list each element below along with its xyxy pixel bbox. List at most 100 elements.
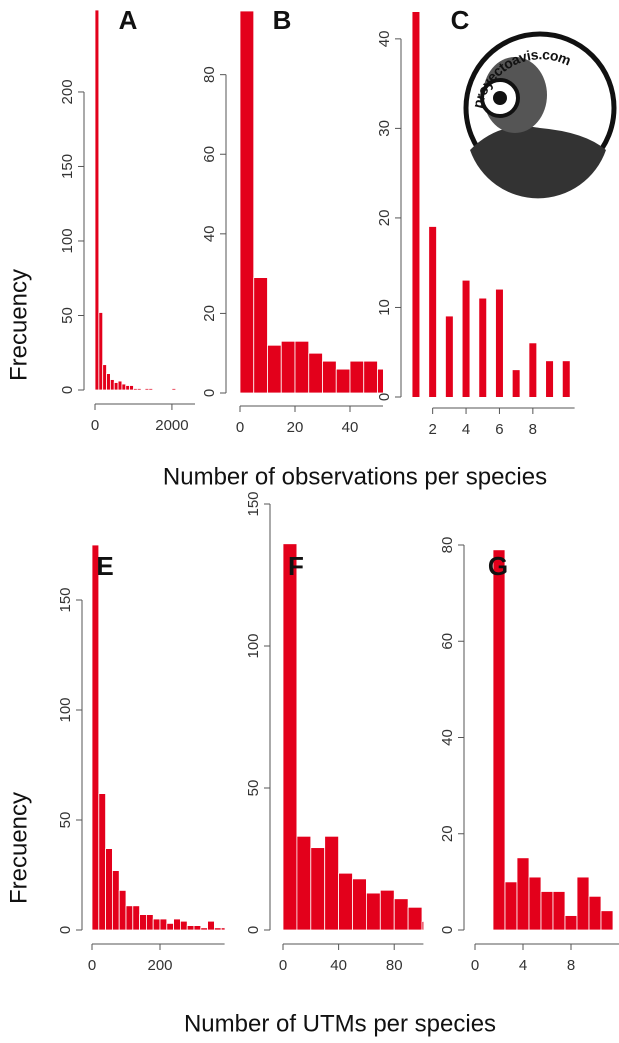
bar [324,835,340,930]
bars [92,544,225,930]
bar [366,892,381,930]
bars [240,10,383,393]
x-axis-title: Number of UTMs per species [184,1010,496,1037]
x-axis-title: Number of observations per species [163,463,547,490]
bar [125,385,131,390]
y-tick-label: 20 [376,210,393,227]
panel-label: E [96,551,113,581]
bar [564,915,578,930]
bar [528,876,542,930]
panel-label: B [273,5,292,35]
bar [118,890,127,930]
y-tick-label: 150 [59,154,76,179]
bar [173,918,181,930]
panel: 0 50 100 150 0 40 80 F [245,491,424,974]
bars [283,543,424,930]
x-tick-label: 6 [495,421,503,438]
bar [117,380,123,390]
y-tick-label: 150 [245,491,262,516]
y-tick-label: 100 [59,228,76,253]
bar [145,914,154,930]
bar [479,298,487,397]
logo-figure [493,91,507,105]
bar [393,898,409,930]
bar [240,10,255,393]
bar [377,368,383,393]
bar [546,361,554,397]
bar [129,385,134,390]
bar [310,847,326,930]
bar [516,857,530,930]
x-tick-label: 2000 [155,417,188,434]
x-tick-label: 8 [529,421,537,438]
x-tick-label: 200 [147,957,172,974]
y-tick-label: 80 [201,66,218,83]
bar [121,383,127,390]
x-tick-label: 80 [386,957,403,974]
y-tick-label: 60 [439,633,456,650]
x-tick-label: 2 [428,421,436,438]
y-tick-label: 200 [59,79,76,104]
bar [132,905,141,930]
bar [504,881,518,930]
bar [112,870,120,930]
bar [95,9,100,390]
bar [106,373,111,390]
x-tick-label: 0 [236,419,244,436]
bar [322,360,337,393]
y-tick-label: 100 [245,633,262,658]
y-tick-label: 40 [201,225,218,242]
bar [98,793,107,930]
bar [407,906,423,930]
y-tick-label: 0 [57,926,74,934]
bar [379,889,395,930]
bar [308,352,323,393]
bar [200,927,209,930]
x-tick-label: 0 [279,957,287,974]
bars [412,12,570,397]
y-tick-label: 150 [57,587,74,612]
bar [529,343,537,397]
y-tick-label: 40 [439,729,456,746]
bar [98,312,104,390]
bar [92,544,100,930]
bar [363,360,378,393]
bar [102,364,107,390]
bar [253,277,268,393]
y-tick-label: 10 [376,299,393,316]
bar [335,368,351,393]
y-axis-title: Frecuency [5,792,32,904]
bar [267,344,282,393]
y-tick-label: 20 [201,305,218,322]
bar [136,388,142,390]
bar [349,360,365,393]
bar [294,340,310,393]
bar [462,280,470,397]
bar [193,925,202,930]
bar [296,835,312,930]
x-tick-label: 0 [91,417,99,434]
panel-label: G [488,551,508,581]
panel: 0 20 40 60 80 0 4 8 G [439,537,619,974]
x-tick-label: 40 [342,419,359,436]
y-tick-label: 40 [376,31,393,48]
bars [492,549,614,930]
y-tick-label: 50 [245,780,262,797]
bar [113,382,119,390]
bar [412,12,420,397]
bar [213,927,222,930]
x-tick-label: 20 [287,419,304,436]
bar [171,388,177,390]
y-tick-label: 0 [439,926,456,934]
bar [125,905,134,930]
x-tick-label: 0 [471,957,479,974]
y-axis-title: Frecuency [5,269,32,381]
bar [552,891,566,930]
y-tick-label: 20 [439,825,456,842]
bar [207,920,215,930]
bar [495,289,503,397]
panel: 0 50 100 150 0 200 E [57,544,225,974]
y-tick-label: 50 [57,812,74,829]
